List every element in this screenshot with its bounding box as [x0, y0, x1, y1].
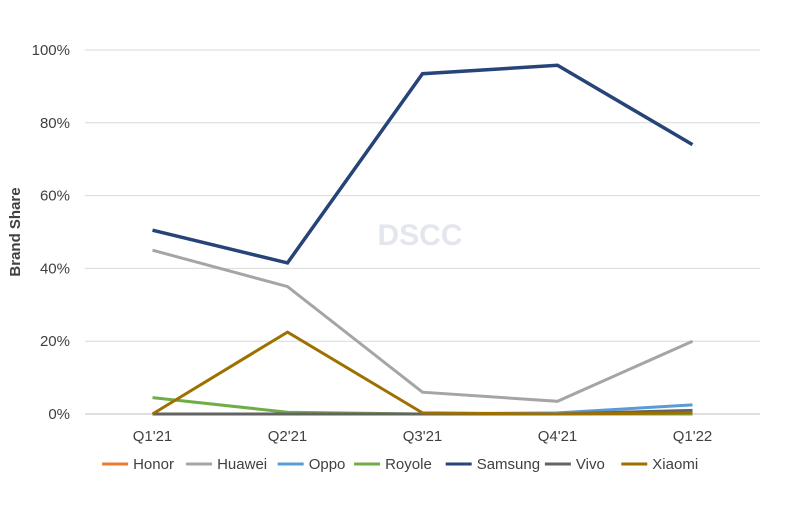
series-line-huawei — [152, 248, 694, 403]
y-tick-label: 100% — [32, 42, 70, 59]
y-tick-label: 40% — [40, 260, 70, 277]
y-axis-title: Brand Share — [7, 187, 24, 276]
legend-label-vivo: Vivo — [576, 456, 605, 473]
x-tick-label: Q3'21 — [403, 428, 443, 445]
x-tick-label: Q2'21 — [268, 428, 308, 445]
y-tick-label: 80% — [40, 115, 70, 132]
x-tick-label: Q1'22 — [673, 428, 713, 445]
legend-label-royole: Royole — [385, 456, 432, 473]
y-tick-label: 60% — [40, 188, 70, 205]
series-lines — [151, 63, 694, 416]
legend-label-oppo: Oppo — [309, 456, 346, 473]
x-tick-label: Q1'21 — [133, 428, 173, 445]
x-tick-label: Q4'21 — [538, 428, 578, 445]
y-axis-ticks: 0% 20% 40% 60% 80% 100% — [32, 42, 70, 423]
legend-label-huawei: Huawei — [217, 456, 267, 473]
legend-label-samsung: Samsung — [477, 456, 540, 473]
y-tick-label: 20% — [40, 333, 70, 350]
legend: Honor Huawei Oppo Royole Samsung Vivo Xiaomi — [102, 456, 698, 473]
y-tick-label: 0% — [48, 406, 70, 423]
legend-label-honor: Honor — [133, 456, 174, 473]
series-line-xiaomi — [151, 330, 693, 416]
series-line-samsung — [152, 63, 694, 265]
legend-label-xiaomi: Xiaomi — [652, 456, 698, 473]
x-axis-ticks: Q1'21 Q2'21 Q3'21 Q4'21 Q1'22 — [133, 428, 713, 445]
watermark: DSCC — [377, 219, 462, 252]
